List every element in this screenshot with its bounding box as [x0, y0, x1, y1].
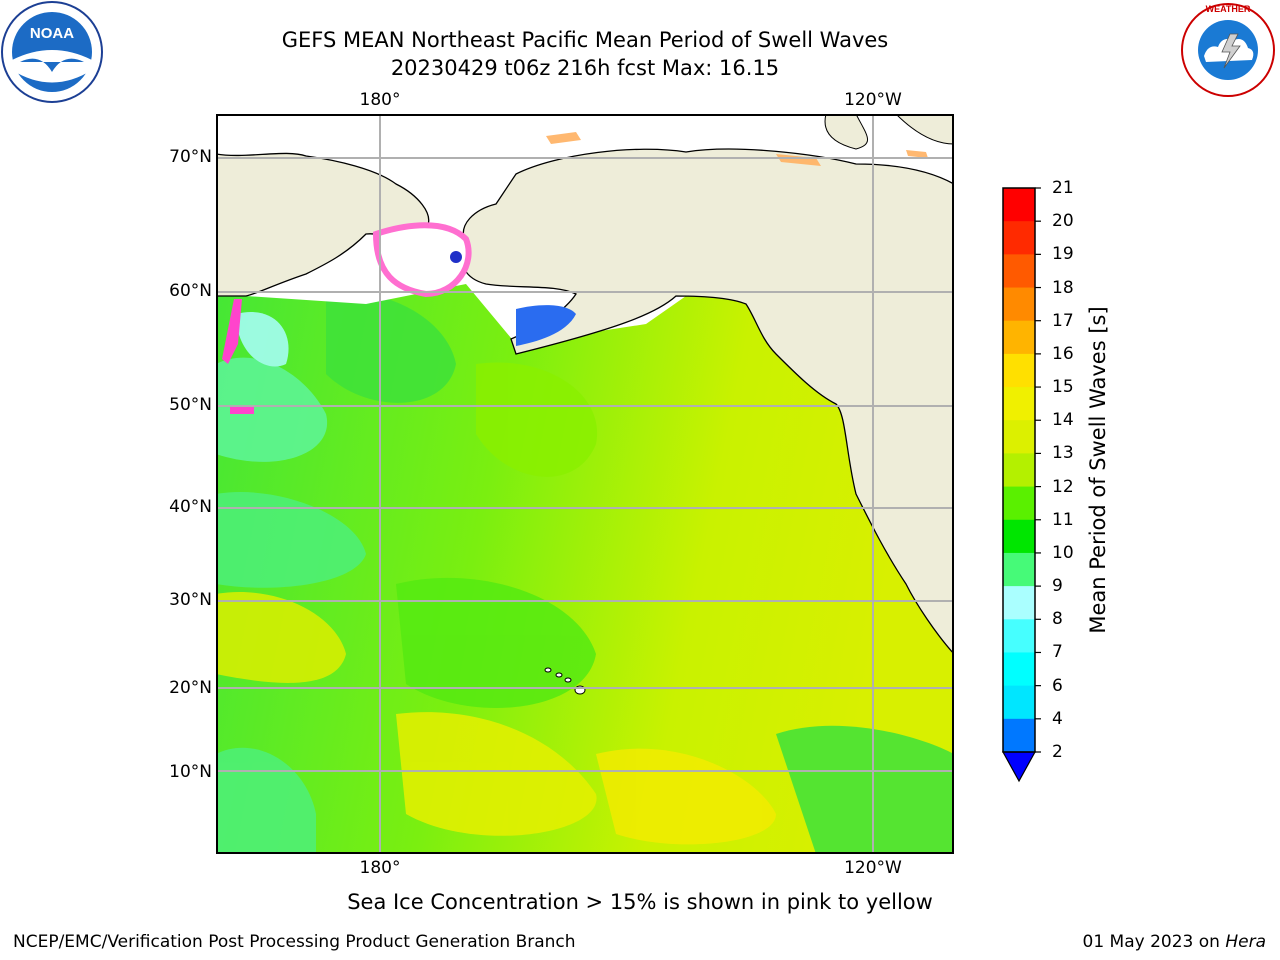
- chart-title: GEFS MEAN Northeast Pacific Mean Period …: [281, 28, 889, 52]
- colorbar-tick-label: 11: [1052, 509, 1074, 530]
- lat-label-50n: 50°N: [169, 395, 212, 415]
- sea-ice-zone: [222, 132, 928, 414]
- lon-label-120w-bottom: 120°W: [844, 858, 902, 878]
- colorbar-tick-label: 8: [1052, 609, 1063, 630]
- colorbar-bin: [1003, 652, 1035, 687]
- colorbar-bin: [1003, 287, 1035, 322]
- footer-host: Hera: [1225, 932, 1266, 952]
- colorbar-tick-label: 9: [1052, 576, 1063, 597]
- colorbar-bin: [1003, 552, 1035, 587]
- colorbar-bin: [1003, 586, 1035, 620]
- map-gridlines: [216, 114, 954, 854]
- lon-label-180-top: 180°: [359, 90, 401, 110]
- colorbar-tick-label: 6: [1052, 675, 1063, 696]
- colorbar-tick-label: 12: [1052, 476, 1074, 497]
- sea-ice-note: Sea Ice Concentration > 15% is shown in …: [347, 890, 933, 914]
- lat-label-60n: 60°N: [169, 281, 212, 301]
- colorbar-bin: [1003, 619, 1035, 653]
- colorbar-bin: [1003, 685, 1035, 720]
- colorbar-bin: [1003, 353, 1035, 388]
- nws-logo: WEATHER: [1181, 3, 1275, 97]
- colorbar-bin: [1003, 254, 1035, 289]
- colorbar-tick-label: 21: [1052, 178, 1074, 198]
- colorbar-tick-label: 15: [1052, 377, 1074, 398]
- lon-label-120w-top: 120°W: [844, 90, 902, 110]
- colorbar-tick-label: 7: [1052, 642, 1063, 663]
- colorbar-tick-label: 20: [1052, 211, 1074, 232]
- north-america-land: [461, 148, 954, 655]
- colorbar-bin: [1003, 221, 1035, 255]
- colorbar-tick-label: 13: [1052, 443, 1074, 464]
- colorbar-tick-label: 2: [1052, 742, 1063, 762]
- colorbar-bin: [1003, 420, 1035, 454]
- colorbar-min-arrow: [1001, 751, 1037, 783]
- colorbar-tick-label: 10: [1052, 542, 1074, 563]
- colorbar-bin: [1003, 453, 1035, 488]
- footer-date: 01 May 2023 on Hera: [1083, 932, 1267, 952]
- colorbar-tick-label: 16: [1052, 343, 1074, 364]
- colorbar-tick-label: 19: [1052, 244, 1074, 265]
- svg-text:NOAA: NOAA: [30, 25, 74, 42]
- colorbar-tick-label: 18: [1052, 277, 1074, 298]
- lat-label-20n: 20°N: [169, 678, 212, 698]
- footer-credit: NCEP/EMC/Verification Post Processing Pr…: [13, 932, 576, 952]
- lon-label-180-bottom: 180°: [359, 858, 401, 878]
- colorbar-bin: [1003, 718, 1035, 753]
- noaa-logo: NOAA: [1, 1, 103, 103]
- lat-label-70n: 70°N: [169, 147, 212, 167]
- colorbar-bin: [1003, 387, 1035, 421]
- chart-subtitle: 20230429 t06z 216h fcst Max: 16.15: [390, 56, 780, 80]
- lat-label-40n: 40°N: [169, 497, 212, 517]
- swell-period-map: [216, 114, 954, 854]
- colorbar-bin: [1003, 188, 1035, 222]
- lat-label-30n: 30°N: [169, 590, 212, 610]
- lat-label-10n: 10°N: [169, 762, 212, 782]
- colorbar-tick-label: 4: [1052, 708, 1063, 729]
- svg-text:WEATHER: WEATHER: [1206, 4, 1251, 14]
- colorbar-title: Mean Period of Swell Waves [s]: [1086, 306, 1110, 634]
- colorbar-bin: [1003, 486, 1035, 521]
- colorbar-bin: [1003, 320, 1035, 355]
- colorbar-tick-label: 14: [1052, 410, 1074, 431]
- colorbar-bin: [1003, 519, 1035, 554]
- colorbar: [1001, 187, 1041, 783]
- colorbar-tick-label: 17: [1052, 310, 1074, 331]
- footer-date-text: 01 May 2023 on: [1082, 932, 1226, 952]
